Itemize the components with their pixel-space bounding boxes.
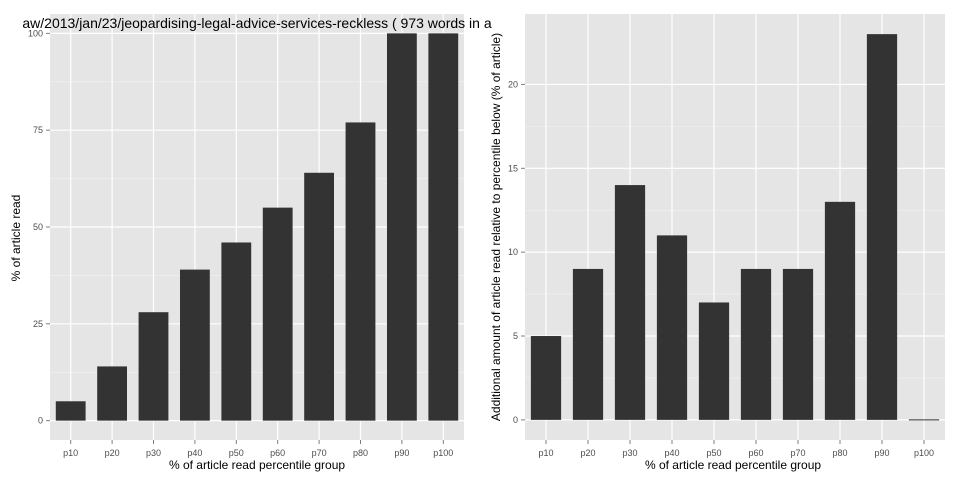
right-bar-p100 — [908, 419, 940, 421]
left-x-tick-label: p30 — [146, 448, 161, 458]
left-x-tick-label: p80 — [353, 448, 368, 458]
left-plot-area: 0 25 50 75 100 p10 p20 p30 p40 p50 p60 p70 p80 p90 p10… — [28, 14, 464, 458]
right-x-tick-label: p90 — [874, 448, 889, 458]
left-bar-p100 — [428, 33, 459, 421]
left-bar-p70 — [304, 172, 335, 421]
right-x-tick-label: p40 — [664, 448, 679, 458]
right-bar-p70 — [782, 268, 814, 420]
right-y-tick-label: 0 — [513, 415, 518, 425]
left-x-tick-label: p60 — [270, 448, 285, 458]
right-bar-p80 — [824, 201, 856, 420]
left-x-axis-title: % of article read percentile group — [169, 458, 345, 472]
right-bar-p40 — [656, 235, 688, 420]
right-x-tick-label: p50 — [706, 448, 721, 458]
left-y-tick-label: 100 — [28, 28, 43, 38]
left-x-tick-label: p100 — [433, 448, 453, 458]
left-x-tick-label: p40 — [187, 448, 202, 458]
left-bar-p80 — [345, 122, 376, 421]
left-y-tick-label: 25 — [33, 319, 43, 329]
right-x-tick-label: p20 — [580, 448, 595, 458]
right-x-tick-label: p30 — [622, 448, 637, 458]
left-x-tick-label: p50 — [229, 448, 244, 458]
right-bar-p30 — [614, 185, 646, 420]
left-bar-p20 — [97, 366, 128, 421]
right-y-tick-label: 15 — [508, 163, 518, 173]
right-x-axis-title: % of article read percentile group — [645, 458, 821, 472]
right-bar-p10 — [530, 336, 562, 420]
left-y-tick-label: 50 — [33, 222, 43, 232]
right-plot-area: 0 5 10 15 20 p10 p20 p30 p40 p50 p60 p70 p80 p90 p100 — [508, 14, 945, 458]
right-x-tick-label: p70 — [790, 448, 805, 458]
left-y-axis-title: % of article read — [9, 195, 23, 282]
right-bar-p50 — [698, 302, 730, 420]
right-x-tick-label: p100 — [914, 448, 934, 458]
left-bar-p10 — [55, 401, 86, 421]
right-x-tick-label: p80 — [832, 448, 847, 458]
right-y-tick-label: 5 — [513, 331, 518, 341]
left-bar-p60 — [262, 207, 293, 421]
right-y-tick-label: 10 — [508, 247, 518, 257]
right-x-tick-label: p60 — [748, 448, 763, 458]
right-y-axis-title: Additional amount of article read relati… — [489, 33, 503, 421]
left-x-tick-label: p70 — [312, 448, 327, 458]
right-y-tick-label: 20 — [508, 79, 518, 89]
left-bar-p90 — [386, 33, 417, 421]
left-y-tick-label: 0 — [38, 416, 43, 426]
right-x-tick-label: p10 — [538, 448, 553, 458]
left-x-tick-label: p90 — [394, 448, 409, 458]
left-bar-p30 — [138, 312, 169, 421]
left-x-tick-label: p10 — [63, 448, 78, 458]
right-bar-p20 — [572, 268, 604, 420]
left-y-tick-label: 75 — [33, 125, 43, 135]
left-chart-panel: 0 25 50 75 100 p10 p20 p30 p40 p50 p60 p70 p80 p90 p10… — [9, 14, 492, 472]
left-x-tick-label: p20 — [105, 448, 120, 458]
left-bar-p50 — [221, 242, 252, 421]
right-bar-p90 — [866, 34, 898, 420]
left-bar-p40 — [179, 269, 210, 421]
left-chart-title: aw/2013/jan/23/jeopardising-legal-advice… — [22, 15, 491, 31]
right-bar-p60 — [740, 268, 772, 420]
